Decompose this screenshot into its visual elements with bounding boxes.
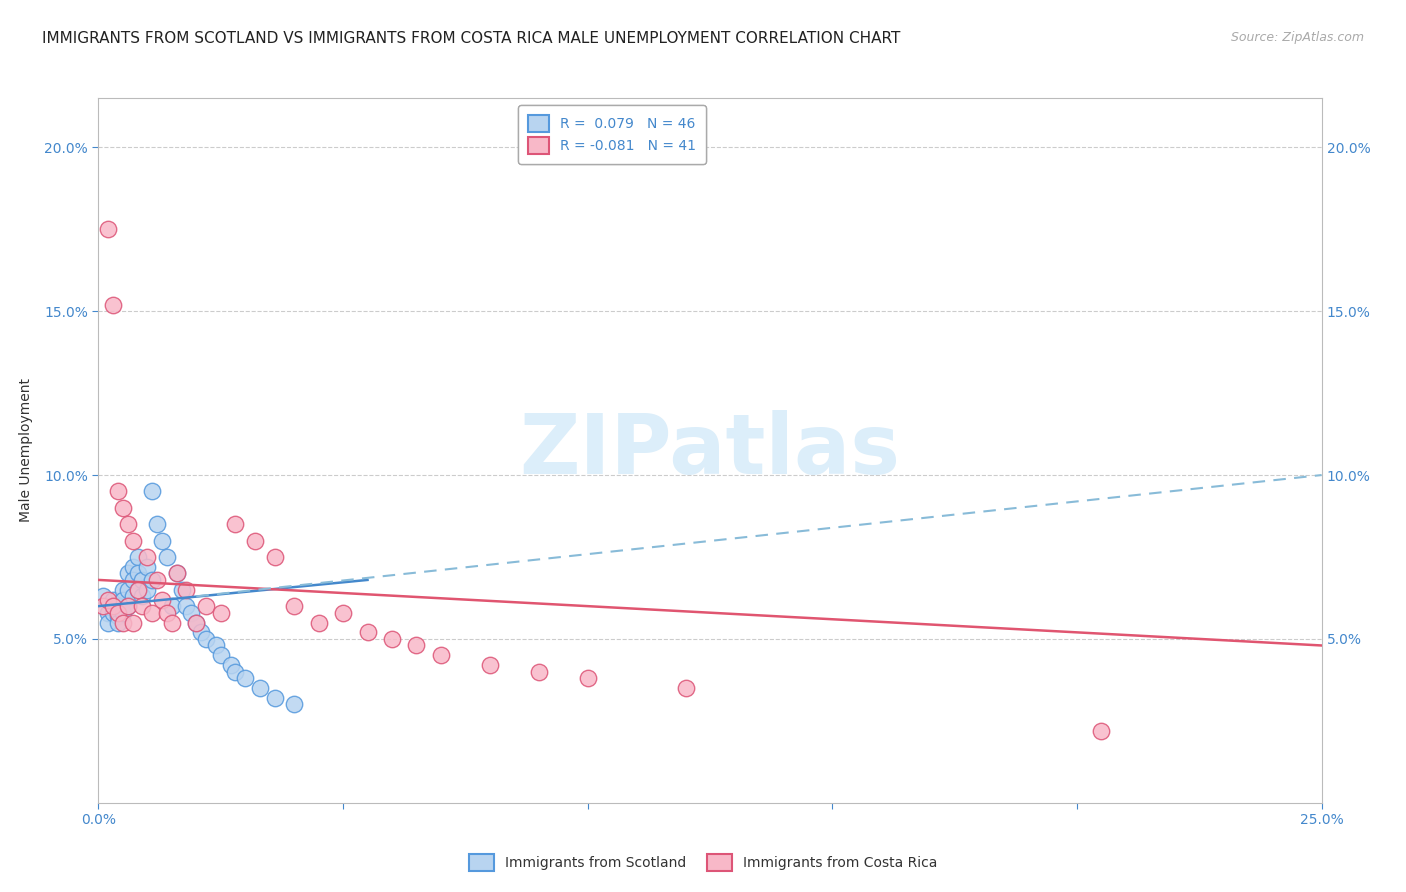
Point xyxy=(195,632,218,646)
Point xyxy=(1090,723,1112,738)
Point xyxy=(219,658,242,673)
Point xyxy=(111,592,134,607)
Point xyxy=(156,606,179,620)
Point xyxy=(176,599,198,614)
Point xyxy=(283,698,305,712)
Point xyxy=(97,222,120,236)
Point xyxy=(131,573,153,587)
Point xyxy=(121,573,143,587)
Point xyxy=(101,297,124,311)
Point xyxy=(136,582,159,597)
Point xyxy=(146,573,169,587)
Point xyxy=(195,599,218,614)
Point xyxy=(107,615,129,630)
Point xyxy=(136,549,159,564)
Point xyxy=(190,625,212,640)
Point xyxy=(97,606,120,620)
Point xyxy=(160,599,183,614)
Point xyxy=(160,615,183,630)
Point xyxy=(209,606,232,620)
Point xyxy=(101,606,124,620)
Point xyxy=(136,559,159,574)
Point xyxy=(131,590,153,604)
Point xyxy=(141,573,163,587)
Point xyxy=(332,606,354,620)
Point xyxy=(91,599,114,614)
Point xyxy=(356,625,378,640)
Point xyxy=(180,606,202,620)
Point xyxy=(186,615,208,630)
Text: ZIPatlas: ZIPatlas xyxy=(520,410,900,491)
Point xyxy=(141,606,163,620)
Legend: R =  0.079   N = 46, R = -0.081   N = 41: R = 0.079 N = 46, R = -0.081 N = 41 xyxy=(519,105,706,164)
Point xyxy=(117,582,139,597)
Point xyxy=(107,606,129,620)
Point xyxy=(97,615,120,630)
Point xyxy=(186,615,208,630)
Point xyxy=(166,566,188,581)
Point xyxy=(170,582,193,597)
Point xyxy=(101,599,124,614)
Point xyxy=(117,599,139,614)
Point xyxy=(101,592,124,607)
Point xyxy=(205,639,228,653)
Point xyxy=(576,671,599,685)
Legend: Immigrants from Scotland, Immigrants from Costa Rica: Immigrants from Scotland, Immigrants fro… xyxy=(463,848,943,876)
Text: IMMIGRANTS FROM SCOTLAND VS IMMIGRANTS FROM COSTA RICA MALE UNEMPLOYMENT CORRELA: IMMIGRANTS FROM SCOTLAND VS IMMIGRANTS F… xyxy=(42,31,901,46)
Point xyxy=(156,549,179,564)
Point xyxy=(131,599,153,614)
Point xyxy=(121,590,143,604)
Point xyxy=(127,582,149,597)
Point xyxy=(249,681,271,695)
Point xyxy=(117,599,139,614)
Point xyxy=(209,648,232,663)
Point xyxy=(224,665,246,679)
Point xyxy=(107,609,129,624)
Point xyxy=(91,590,114,604)
Point xyxy=(150,592,173,607)
Point xyxy=(308,615,330,630)
Point xyxy=(111,500,134,515)
Point xyxy=(97,592,120,607)
Point xyxy=(127,549,149,564)
Point xyxy=(107,599,129,614)
Point xyxy=(675,681,697,695)
Point xyxy=(176,582,198,597)
Point xyxy=(478,658,501,673)
Point xyxy=(121,559,143,574)
Point xyxy=(166,566,188,581)
Point xyxy=(263,690,285,705)
Point xyxy=(233,671,256,685)
Point xyxy=(243,533,266,548)
Point xyxy=(111,582,134,597)
Point xyxy=(117,566,139,581)
Point xyxy=(263,549,285,564)
Point xyxy=(430,648,453,663)
Point xyxy=(121,615,143,630)
Point xyxy=(224,517,246,532)
Point xyxy=(111,615,134,630)
Point xyxy=(127,566,149,581)
Point xyxy=(107,484,129,499)
Point xyxy=(111,606,134,620)
Text: Source: ZipAtlas.com: Source: ZipAtlas.com xyxy=(1230,31,1364,45)
Point xyxy=(405,639,427,653)
Point xyxy=(150,533,173,548)
Point xyxy=(283,599,305,614)
Y-axis label: Male Unemployment: Male Unemployment xyxy=(20,378,32,523)
Point xyxy=(127,582,149,597)
Point xyxy=(121,533,143,548)
Point xyxy=(117,517,139,532)
Point xyxy=(146,517,169,532)
Point xyxy=(101,599,124,614)
Point xyxy=(141,484,163,499)
Point xyxy=(381,632,404,646)
Point xyxy=(527,665,550,679)
